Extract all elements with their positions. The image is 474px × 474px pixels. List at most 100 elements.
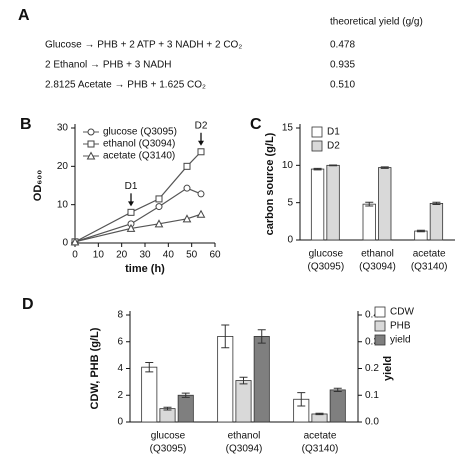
legend-label: D1	[327, 127, 340, 138]
legend-label: CDW	[390, 307, 414, 318]
legend-label: acetate (Q3140)	[103, 151, 175, 162]
bar	[141, 366, 158, 423]
error-bar	[365, 201, 374, 207]
marker	[126, 223, 136, 232]
legend-label: D2	[327, 141, 340, 152]
legend-marker	[87, 140, 95, 148]
error-bar	[181, 392, 190, 398]
error-bar	[145, 361, 154, 373]
error-bar	[239, 376, 248, 385]
equation: 2 Ethanol → PHB + 3 NADH	[45, 60, 171, 71]
panel-label: A	[18, 7, 30, 24]
series-line	[74, 187, 202, 243]
bar	[235, 380, 252, 423]
panel-label: C	[250, 116, 262, 133]
marker	[197, 148, 205, 156]
y-tick-label: 0	[117, 417, 123, 428]
bar	[217, 335, 234, 423]
y-tick-label: 2	[117, 390, 123, 401]
error-bar	[297, 392, 306, 407]
x-tick-label: acetate	[413, 249, 446, 260]
y-axis-title: carbon source (g/L)	[264, 132, 276, 235]
annotation: D2	[195, 120, 208, 131]
error-bar	[315, 412, 324, 416]
y-tick-label: 10	[57, 199, 69, 210]
series-line	[74, 151, 202, 243]
x-tick-sublabel: (Q3095)	[150, 444, 187, 455]
x-tick-label: glucose	[309, 249, 344, 260]
x-tick-label: acetate	[304, 431, 337, 442]
error-bar	[333, 387, 342, 393]
bar	[362, 203, 376, 241]
x-tick-sublabel: (Q3140)	[302, 444, 339, 455]
legend-swatch	[311, 126, 323, 138]
yield: 0.935	[330, 60, 355, 71]
x-tick-label: ethanol	[361, 249, 394, 260]
y2-tick-label: 0.4	[365, 310, 379, 321]
bar	[378, 167, 392, 241]
x-tick-sublabel: (Q3095)	[307, 262, 344, 273]
x-tick-label: 10	[93, 250, 105, 261]
bar	[429, 203, 444, 241]
legend-label: ethanol (Q3094)	[103, 139, 175, 150]
panel-label: D	[22, 296, 34, 313]
legend-swatch	[374, 306, 386, 318]
y-tick-label: 5	[287, 197, 293, 208]
y-tick-label: 6	[117, 336, 123, 347]
marker	[70, 237, 80, 246]
marker	[183, 162, 191, 170]
series-line	[74, 213, 202, 243]
marker	[196, 209, 206, 218]
error-bar	[221, 324, 230, 349]
y-tick-label: 0	[62, 238, 68, 249]
x-tick-label: 20	[116, 250, 128, 261]
annotation-arrowhead	[128, 201, 134, 207]
y2-tick-label: 0.1	[365, 390, 379, 401]
legend-swatch	[374, 334, 386, 346]
error-bar	[163, 406, 172, 411]
marker	[197, 190, 205, 198]
bar	[326, 164, 340, 241]
error-bar	[416, 229, 425, 233]
bar	[311, 413, 328, 423]
legend-swatch	[374, 320, 386, 332]
error-bar	[329, 164, 338, 167]
error-bar	[257, 329, 266, 344]
x-tick-sublabel: (Q3094)	[359, 262, 396, 273]
marker	[155, 203, 163, 211]
marker	[154, 219, 164, 228]
y-tick-label: 15	[282, 123, 294, 134]
yield: 0.478	[330, 40, 355, 51]
equation: Glucose → PHB + 2 ATP + 3 NADH + 2 CO₂	[45, 40, 242, 51]
bar	[159, 408, 176, 423]
marker	[183, 184, 191, 192]
error-bar	[432, 201, 441, 206]
equation: 2.8125 Acetate → PHB + 1.625 CO₂	[45, 80, 206, 91]
x-tick-label: 40	[163, 250, 175, 261]
x-tick-label: 30	[139, 250, 151, 261]
y-tick-label: 8	[117, 310, 123, 321]
legend-marker	[86, 151, 96, 160]
y-tick-label: 10	[282, 160, 294, 171]
y-tick-label: 4	[117, 363, 123, 374]
error-bar	[313, 167, 322, 171]
x-tick-label: 50	[186, 250, 198, 261]
y2-axis-title: yield	[382, 356, 394, 381]
marker	[127, 208, 135, 216]
bar	[329, 389, 346, 423]
marker	[182, 214, 192, 223]
error-bar	[380, 166, 389, 169]
legend-label: PHB	[390, 321, 411, 332]
bar	[310, 168, 325, 241]
y-tick-label: 0	[287, 235, 293, 246]
x-tick-sublabel: (Q3094)	[226, 444, 263, 455]
annotation-arrowhead	[198, 140, 204, 146]
y-tick-label: 20	[57, 161, 69, 172]
annotation: D1	[125, 181, 138, 192]
x-tick-label: ethanol	[228, 431, 261, 442]
yield: 0.510	[330, 80, 355, 91]
x-tick-sublabel: (Q3140)	[411, 262, 448, 273]
panel-label: B	[20, 116, 32, 133]
marker	[155, 195, 163, 203]
